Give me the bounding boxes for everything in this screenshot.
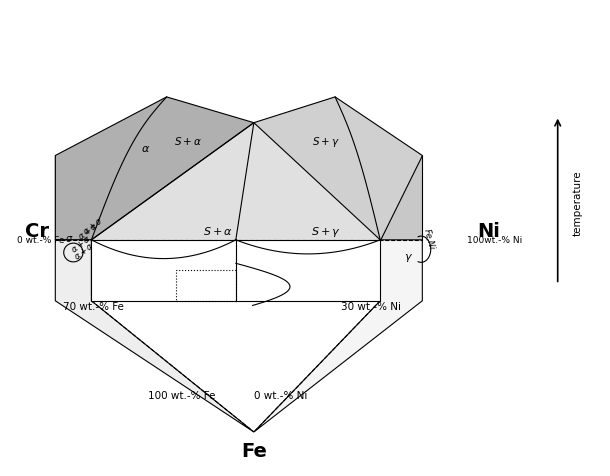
Text: $\alpha+\sigma$: $\alpha+\sigma$ bbox=[69, 233, 93, 255]
Text: $\alpha+\gamma$: $\alpha+\gamma$ bbox=[243, 255, 271, 268]
Text: $S+\gamma$: $S+\gamma$ bbox=[312, 135, 340, 149]
Polygon shape bbox=[380, 156, 422, 240]
Polygon shape bbox=[56, 156, 92, 240]
Text: 100 wt.-% Fe: 100 wt.-% Fe bbox=[148, 390, 215, 400]
Text: Ni: Ni bbox=[477, 221, 500, 240]
Text: 30 wt.-% Ni: 30 wt.-% Ni bbox=[341, 301, 401, 311]
Text: $\gamma$: $\gamma$ bbox=[323, 247, 336, 265]
Polygon shape bbox=[92, 240, 380, 301]
Text: $\alpha+\gamma+\sigma$: $\alpha+\gamma+\sigma$ bbox=[215, 268, 256, 280]
Text: 0 wt.-% Fe: 0 wt.-% Fe bbox=[18, 236, 65, 245]
Polygon shape bbox=[56, 98, 254, 240]
Polygon shape bbox=[254, 240, 422, 432]
Text: $S+\gamma$: $S+\gamma$ bbox=[311, 224, 341, 238]
Text: $\alpha+\alpha$: $\alpha+\alpha$ bbox=[223, 277, 248, 287]
Polygon shape bbox=[56, 98, 422, 240]
Polygon shape bbox=[254, 98, 422, 240]
Text: temperature: temperature bbox=[573, 170, 583, 236]
Text: Fe,Ni: Fe,Ni bbox=[422, 228, 436, 250]
Text: $\alpha$: $\alpha$ bbox=[212, 245, 223, 259]
Text: 0 wt.-% Ni: 0 wt.-% Ni bbox=[254, 390, 307, 400]
Text: $\alpha$: $\alpha$ bbox=[141, 143, 150, 153]
Text: Fe: Fe bbox=[241, 441, 267, 460]
Text: $\alpha+\alpha$: $\alpha+\alpha$ bbox=[76, 220, 101, 242]
Text: 100wt.-% Ni: 100wt.-% Ni bbox=[467, 236, 523, 245]
Text: 70 wt.-% Fe: 70 wt.-% Fe bbox=[63, 301, 124, 311]
Text: $\alpha$
+
$\sigma$: $\alpha$ + $\sigma$ bbox=[193, 265, 201, 290]
Text: Cr: Cr bbox=[25, 221, 49, 240]
Text: $\alpha+\sigma$: $\alpha+\sigma$ bbox=[81, 214, 106, 236]
Text: $\sigma$: $\sigma$ bbox=[65, 234, 73, 244]
Text: $\gamma$: $\gamma$ bbox=[404, 251, 413, 263]
Text: $\alpha+\alpha$: $\alpha+\alpha$ bbox=[71, 239, 96, 261]
Polygon shape bbox=[56, 240, 254, 432]
Text: $S+\alpha$: $S+\alpha$ bbox=[203, 224, 232, 236]
Text: $S+\alpha$: $S+\alpha$ bbox=[174, 135, 202, 147]
